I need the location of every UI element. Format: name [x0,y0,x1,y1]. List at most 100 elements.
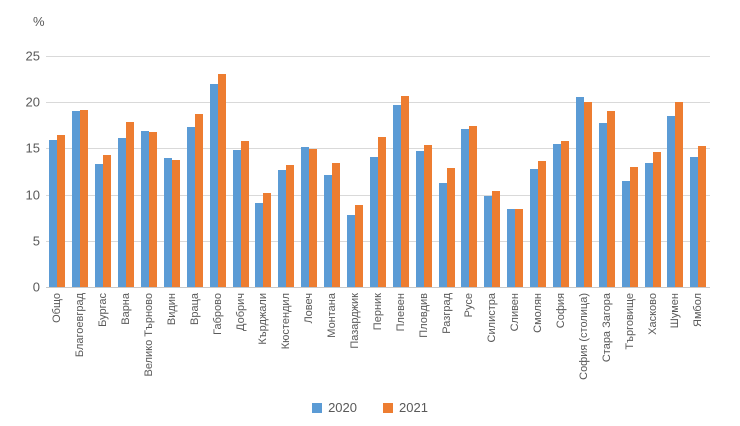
bar-2020 [553,143,562,287]
bar-group [412,56,435,287]
bar-2021 [194,114,203,287]
gridline [46,102,710,104]
x-axis-slot: Хасково [641,293,664,335]
y-axis-tick-label: 0 [32,279,40,295]
bar-2020 [621,180,630,287]
bar-2020 [72,111,81,287]
gridline [46,56,710,57]
bar-2021 [355,204,364,287]
x-axis-category-label: Търговище [623,293,636,350]
x-axis-category-label: Кюстендил [280,293,293,350]
bar-2021 [263,192,272,287]
x-axis-slot: Сливен [504,293,527,331]
x-axis-category-label: Русе [463,293,476,318]
x-axis-slot: Монтана [321,293,344,338]
bar-2021 [126,121,135,287]
bar-group [275,56,298,287]
x-axis-category-label: Благоевград [74,293,87,358]
bar-2021 [171,160,180,287]
bar-2020 [347,214,356,287]
bar-group [527,56,550,287]
x-axis-slot: Видин [160,293,183,325]
bar-2020 [49,140,58,287]
bar-2021 [377,137,386,287]
bar-group [344,56,367,287]
x-axis-category-label: Кърджали [257,293,270,345]
x-axis-slot: Шумен [664,293,687,328]
bar-group [69,56,92,287]
y-axis-tick-label: 15 [25,140,40,156]
bar-2021 [217,73,226,287]
x-axis-slot: Смолян [527,293,550,333]
bar-group [138,56,161,287]
legend-label-2021: 2021 [399,400,428,415]
x-axis-category-label: Пазарджик [348,293,361,349]
bar-group [321,56,344,287]
bar-2020 [95,164,104,287]
x-axis-category-label: Силистра [486,293,499,343]
bar-2021 [492,190,501,287]
bar-group [687,56,710,287]
bar-2020 [415,151,424,287]
bar-2020 [644,163,653,287]
x-axis-category-label: София [554,293,567,329]
bar-group [366,56,389,287]
bar-2021 [400,95,409,287]
bar-2020 [438,182,447,287]
x-axis-slot: Търговище [618,293,641,350]
bar-2021 [240,141,249,287]
x-axis-category-label: Видин [165,293,178,326]
bar-2020 [461,129,470,287]
x-axis-category-label: Габрово [211,293,224,335]
legend-swatch-2020-icon [312,402,323,413]
bar-group [504,56,527,287]
bar-2020 [324,175,333,287]
x-axis-slot: Бургас [92,293,115,327]
bar-2021 [423,144,432,287]
x-axis-category-label: Разград [440,293,453,334]
bar-group [183,56,206,287]
x-axis-category-label: Смолян [532,293,545,333]
bar-2020 [141,130,149,287]
bar-group [550,56,573,287]
bar-2021 [332,163,341,287]
x-axis-category-label: Плевен [394,293,407,332]
bar-2020 [530,168,539,287]
y-axis-unit-label: % [33,14,45,29]
bar-2021 [561,141,570,287]
x-axis-category-label: Варна [120,293,133,325]
bar-group [160,56,183,287]
bar-2020 [209,83,218,287]
legend-swatch-2021-icon [383,402,393,413]
bar-2021 [286,165,295,287]
x-axis-category-label: Перник [371,293,384,331]
bar-2021 [309,149,318,287]
bar-group [46,56,69,287]
bar-2021 [675,102,684,287]
bar-group [618,56,641,287]
bar-2020 [301,146,310,287]
x-axis-slot: Велико Търново [138,293,161,377]
bar-2020 [598,122,607,287]
bar-group [572,56,595,287]
bar-2020 [163,157,172,287]
bar-2020 [667,116,676,287]
bar-2020 [278,169,287,287]
bar-group [389,56,412,287]
x-axis-category-label: Стара Загора [600,293,613,363]
bar-2021 [583,102,592,287]
plot-area [46,56,710,288]
bar-group [229,56,252,287]
bar-2020 [575,96,584,287]
x-axis-category-label: Сливен [509,293,522,332]
bar-2021 [149,131,157,287]
bar-group [481,56,504,287]
bar-2021 [698,145,707,287]
x-axis-category-label: Бургас [97,293,110,327]
x-axis-category-label: Шумен [669,293,682,329]
x-axis-category-label: Ловеч [303,293,316,324]
x-axis-slot: София [550,293,573,328]
x-axis-slot: Варна [115,293,138,325]
x-axis-category-label: Велико Търново [142,293,155,377]
